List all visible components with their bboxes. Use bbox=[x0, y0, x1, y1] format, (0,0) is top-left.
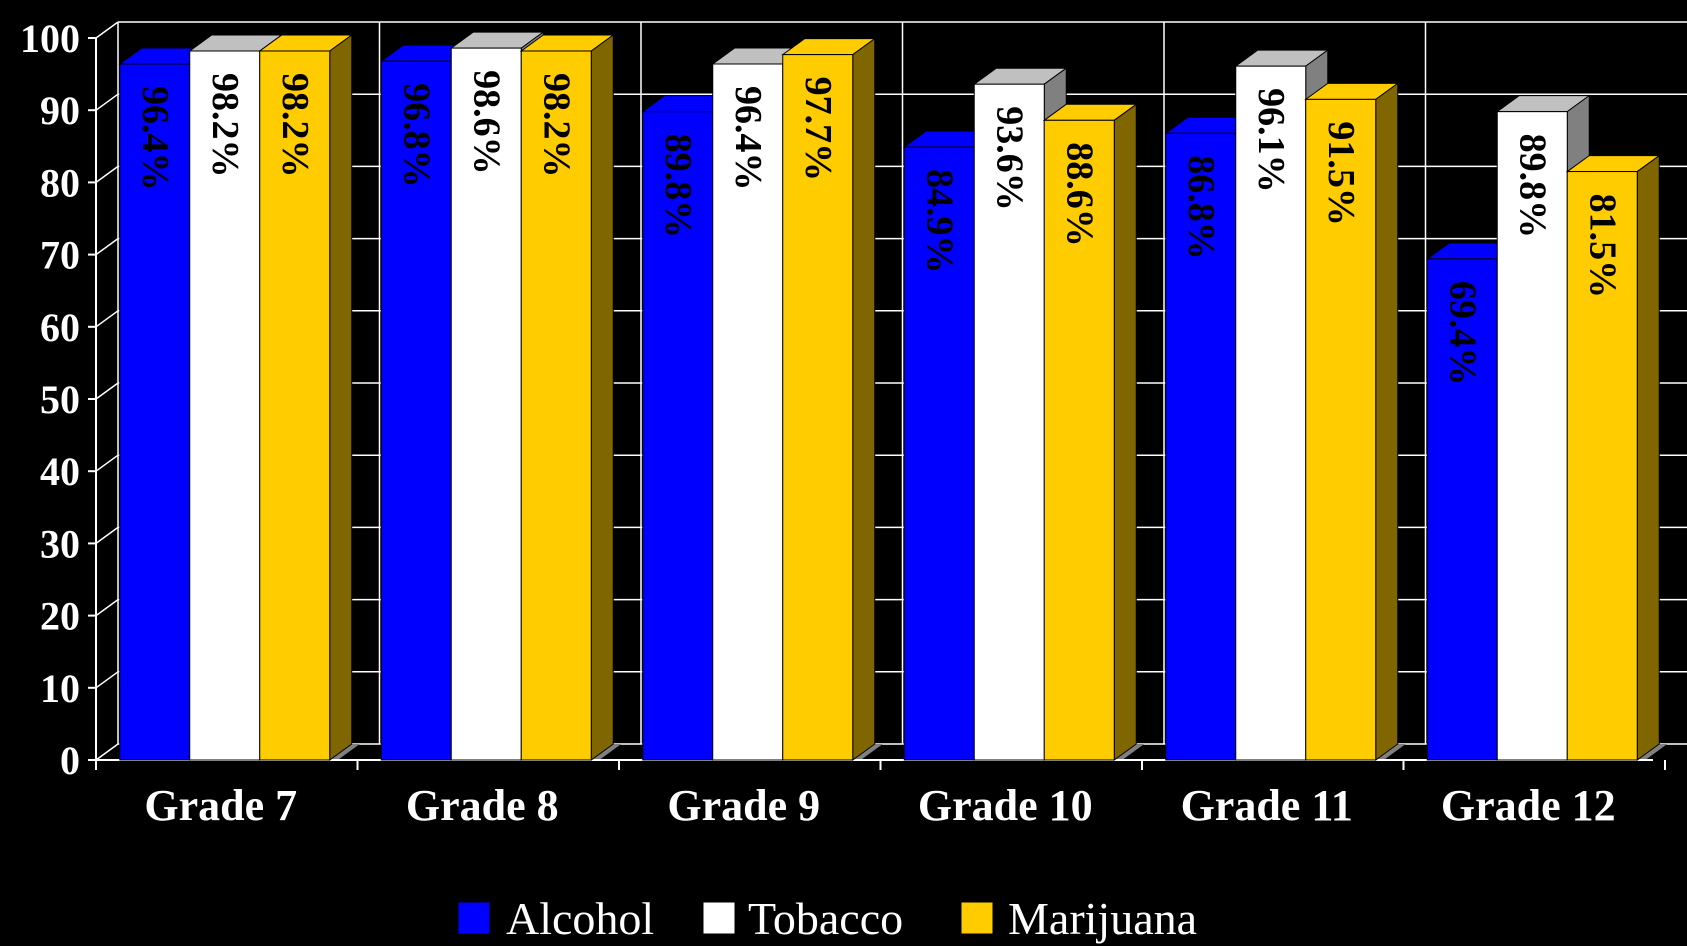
wall-gridline bbox=[95, 165, 119, 184]
y-tick-label: 10 bbox=[40, 666, 80, 711]
data-label: 84.9% bbox=[918, 169, 960, 274]
x-tick-label: Grade 12 bbox=[1441, 781, 1616, 830]
data-label: 91.5% bbox=[1320, 121, 1362, 225]
bar-front-face bbox=[259, 50, 331, 761]
axes: 0 10 20 30 40 50 60 70 80 90 100 Grade 7 Grade 8 Grad… bbox=[20, 16, 1666, 830]
legend-label: Tobacco bbox=[748, 893, 903, 944]
bar-marijuana-grade-7 bbox=[258, 34, 354, 761]
legend-item-marijuana: Marijuana bbox=[960, 893, 1197, 944]
wall-gridline bbox=[95, 382, 119, 400]
y-tick-label: 40 bbox=[40, 449, 80, 494]
wall-gridline bbox=[95, 21, 119, 39]
bar-front-face bbox=[119, 63, 191, 761]
data-label: 93.6% bbox=[988, 106, 1030, 211]
bar-side-face bbox=[852, 37, 876, 761]
bar-side-face bbox=[1375, 82, 1399, 761]
legend-label: Alcohol bbox=[506, 893, 654, 944]
gridlines bbox=[95, 21, 1687, 761]
bar-side-face bbox=[329, 34, 353, 761]
data-labels: 96.4% 98.2% 98.2% 96.8% 98.6% 98.2% 89.8% 96.4%… bbox=[134, 70, 1624, 385]
wall-gridline bbox=[95, 526, 119, 545]
x-tick-label: Grade 11 bbox=[1181, 781, 1353, 830]
bar-front-face bbox=[1165, 132, 1237, 761]
data-label: 89.8% bbox=[657, 134, 699, 239]
y-tick-label: 30 bbox=[40, 521, 80, 566]
data-label: 98.2% bbox=[274, 73, 316, 178]
data-label: 86.8% bbox=[1180, 155, 1222, 260]
data-label: 81.5% bbox=[1581, 194, 1623, 299]
bar-front-face bbox=[1043, 119, 1115, 761]
data-label: 88.6% bbox=[1058, 142, 1100, 247]
data-label: 98.6% bbox=[465, 70, 507, 175]
bar-front-face bbox=[782, 54, 854, 761]
legend-swatch bbox=[960, 901, 994, 935]
data-label: 97.7% bbox=[797, 77, 839, 182]
bars bbox=[118, 31, 1661, 761]
y-tick-label: 100 bbox=[20, 16, 80, 61]
bar-marijuana-grade-9 bbox=[781, 37, 877, 761]
bar-front-face bbox=[520, 50, 592, 761]
wall-gridline bbox=[95, 237, 119, 256]
data-label: 96.4% bbox=[727, 86, 769, 191]
data-label: 96.4% bbox=[134, 86, 176, 191]
bar-front-face bbox=[380, 60, 452, 761]
x-tick-label: Grade 9 bbox=[667, 781, 820, 830]
bar-marijuana-grade-10 bbox=[1042, 103, 1138, 761]
bar-front-face bbox=[189, 50, 261, 761]
y-tick-label: 50 bbox=[40, 377, 80, 422]
legend: Alcohol Tobacco Marijuana bbox=[457, 893, 1197, 944]
legend-item-tobacco: Tobacco bbox=[702, 893, 903, 944]
legend-swatch bbox=[457, 901, 491, 935]
data-label: 89.8% bbox=[1511, 134, 1553, 239]
bar-marijuana-grade-8 bbox=[519, 34, 615, 761]
y-tick-label: 90 bbox=[40, 88, 80, 133]
wall-gridline bbox=[95, 454, 119, 472]
x-tick-label: Grade 7 bbox=[144, 781, 297, 830]
bar-marijuana-grade-11 bbox=[1304, 82, 1400, 761]
bar-front-face bbox=[712, 63, 784, 761]
legend-label: Marijuana bbox=[1008, 893, 1197, 944]
bar-front-face bbox=[1426, 258, 1498, 761]
bar-front-face bbox=[450, 47, 522, 761]
wall-gridline bbox=[95, 671, 119, 689]
bar-marijuana-grade-12 bbox=[1565, 154, 1661, 761]
bar-front-face bbox=[903, 146, 975, 761]
data-label: 98.2% bbox=[204, 73, 246, 178]
data-label: 69.4% bbox=[1441, 281, 1483, 386]
bar-front-face bbox=[642, 111, 714, 761]
bar-front-face bbox=[1566, 171, 1638, 761]
bar-side-face bbox=[1113, 103, 1137, 761]
y-tick-label: 0 bbox=[60, 738, 80, 783]
legend-item-alcohol: Alcohol bbox=[457, 893, 654, 944]
y-tick-label: 20 bbox=[40, 594, 80, 639]
x-tick-label: Grade 10 bbox=[918, 781, 1093, 830]
wall-gridline bbox=[95, 598, 119, 617]
data-label: 96.1% bbox=[1250, 88, 1292, 192]
wall-gridline bbox=[95, 93, 119, 111]
bar-side-face bbox=[1636, 154, 1660, 761]
wall-gridline bbox=[95, 310, 119, 328]
y-tick-label: 60 bbox=[40, 305, 80, 350]
bar-front-face bbox=[1496, 111, 1568, 761]
y-tick-label: 70 bbox=[40, 233, 80, 278]
data-label: 96.8% bbox=[395, 83, 437, 188]
x-tick-label: Grade 8 bbox=[406, 781, 559, 830]
bar-front-face bbox=[1305, 98, 1377, 761]
legend-swatch bbox=[702, 901, 736, 935]
y-tick-label: 80 bbox=[40, 160, 80, 205]
data-label: 98.2% bbox=[535, 73, 577, 178]
wall-gridline bbox=[95, 743, 119, 761]
bar-side-face bbox=[590, 34, 614, 761]
